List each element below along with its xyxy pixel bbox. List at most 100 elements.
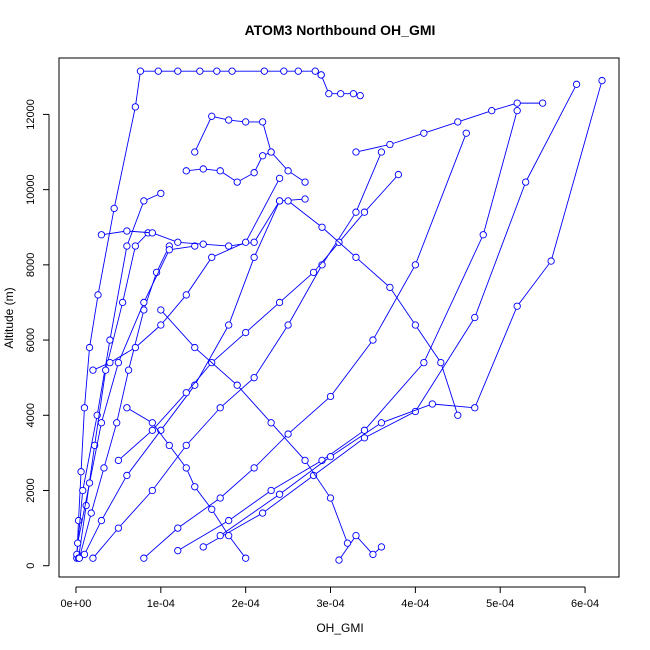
data-point: [250, 464, 258, 472]
data-point: [79, 486, 87, 495]
data-point: [335, 556, 343, 564]
data-point: [85, 479, 94, 487]
data-point: [326, 392, 335, 401]
data-point: [225, 516, 233, 525]
data-point: [199, 543, 207, 551]
data-point: [369, 550, 377, 559]
data-point: [233, 178, 241, 186]
data-point: [386, 140, 394, 149]
data-point: [174, 67, 182, 75]
data-point: [208, 253, 216, 261]
data-point: [258, 152, 267, 160]
data-point: [488, 107, 496, 115]
series-8: [335, 531, 386, 564]
data-point: [394, 170, 403, 179]
data-point: [284, 430, 292, 438]
data-point: [182, 441, 190, 450]
data-point: [124, 366, 133, 374]
plot-frame: [58, 57, 620, 578]
x-tick-label: 0e+00: [61, 598, 92, 610]
data-point: [157, 306, 165, 314]
data-point: [326, 453, 335, 461]
data-point: [75, 554, 84, 562]
data-point: [225, 321, 233, 329]
data-point: [454, 411, 462, 419]
data-point: [326, 494, 335, 502]
data-point: [216, 531, 224, 540]
data-point: [191, 148, 199, 156]
data-point: [148, 486, 156, 495]
data-point: [140, 554, 148, 562]
data-point: [191, 242, 199, 250]
x-tick-label: 3e-04: [316, 598, 344, 610]
data-point: [199, 165, 207, 173]
y-tick-label: 6000: [25, 328, 37, 352]
data-point: [191, 343, 199, 352]
data-point: [154, 67, 162, 75]
data-point: [275, 174, 284, 182]
data-point: [411, 321, 420, 329]
data-point: [352, 253, 360, 261]
data-point: [242, 554, 250, 562]
data-point: [213, 67, 221, 75]
data-point: [140, 298, 148, 307]
data-point: [97, 231, 106, 239]
data-point: [356, 91, 364, 100]
data-point: [174, 238, 182, 246]
data-point: [113, 419, 121, 427]
data-point: [123, 404, 131, 412]
data-point: [471, 404, 479, 412]
series-line: [92, 178, 281, 371]
data-point: [360, 434, 369, 442]
data-point: [377, 543, 386, 551]
data-point: [471, 313, 479, 322]
x-axis: 0e+00 1e-04 2e-04 3e-04 4e-04 5e-04 6e-04: [61, 586, 599, 610]
data-point: [94, 291, 102, 299]
data-point: [360, 208, 369, 216]
data-point: [250, 253, 258, 261]
series-18: [157, 306, 352, 547]
data-point: [250, 238, 258, 246]
series-15: [182, 148, 275, 186]
y-tick-label: 12000: [25, 99, 37, 130]
series-19: [89, 174, 284, 374]
data-point: [157, 426, 165, 434]
series-line: [177, 110, 518, 552]
data-point: [250, 169, 258, 177]
data-point: [349, 90, 358, 98]
data-point: [77, 468, 85, 476]
series-20: [352, 99, 547, 156]
x-axis-label: OH_GMI: [316, 621, 363, 635]
data-point: [437, 358, 445, 367]
data-point: [377, 419, 386, 427]
data-point: [74, 539, 82, 547]
data-point: [343, 539, 352, 547]
data-point: [386, 283, 394, 292]
data-point: [174, 547, 182, 555]
data-point: [352, 208, 360, 216]
data-point: [572, 80, 581, 88]
data-point: [123, 242, 131, 250]
data-point: [318, 223, 326, 231]
series-line: [78, 245, 170, 559]
data-point: [102, 366, 110, 374]
data-point: [317, 71, 325, 79]
data-point: [196, 67, 204, 75]
data-point: [174, 524, 182, 532]
data-point: [182, 291, 190, 299]
series-line: [203, 84, 577, 548]
data-point: [182, 389, 190, 397]
data-point: [352, 531, 360, 540]
series-line: [338, 534, 382, 561]
data-point: [199, 240, 207, 248]
data-point: [74, 516, 83, 525]
data-point: [428, 400, 436, 408]
data-point: [140, 197, 148, 205]
data-point: [136, 67, 145, 75]
data-point: [118, 298, 127, 307]
data-point: [225, 116, 233, 124]
y-tick-label: 10000: [25, 174, 37, 205]
data-point: [260, 67, 268, 75]
data-point: [522, 178, 530, 186]
